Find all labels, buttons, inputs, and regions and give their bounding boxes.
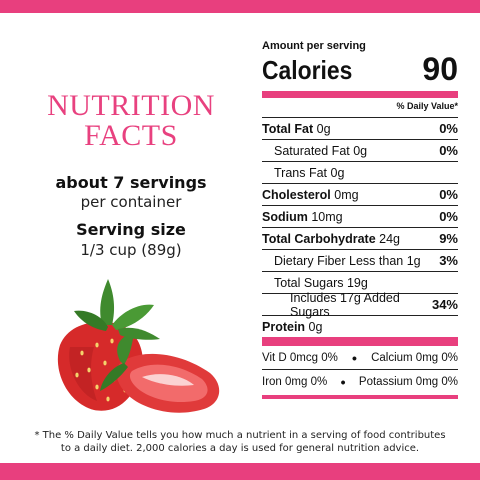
nutrient-amount: 19g [346, 275, 368, 290]
calories-label: Calories [262, 55, 353, 85]
nutrient-pct: 0% [439, 187, 458, 202]
nutrient-row-added-sugars: Includes 17g Added Sugars 34% [262, 290, 458, 319]
nutrient-label: Protein [262, 319, 306, 334]
nutrient-label: Sodium [262, 209, 308, 224]
mineral-row-2: Iron 0mg 0% • Potassium 0mg 0% [262, 370, 458, 393]
nutrient-row-dietary-fiber: Dietary Fiber Less than 1g 3% [262, 250, 458, 272]
nutrient-label: Total Sugars [274, 275, 344, 290]
nutrient-pct: 3% [439, 253, 458, 268]
servings-count: about 7 servings [55, 173, 207, 192]
nutrient-pct: 9% [439, 231, 458, 246]
bottom-divider [262, 395, 458, 399]
nutrient-row-total-carbohydrate: Total Carbohydrate 24g 9% [262, 228, 458, 250]
nutrient-amount: 24g [379, 231, 401, 246]
calories-row: Calories 90 [262, 53, 458, 85]
nutrient-label: Total Fat [262, 121, 314, 136]
bullet: • [352, 349, 357, 366]
nutrient-row-cholesterol: Cholesterol 0mg 0% [262, 184, 458, 206]
nutrient-label: Saturated Fat [274, 143, 350, 158]
title-line-1: NUTRITION [47, 89, 215, 122]
nutrient-amount: 1g [406, 253, 421, 268]
iron: Iron 0mg 0% [262, 375, 328, 388]
vitamin-d: Vit D 0mcg 0% [262, 351, 338, 364]
footnote-line-2: to a daily diet. 2,000 calories a day is… [60, 443, 420, 454]
amount-per-serving: Amount per serving [262, 40, 366, 52]
nutrient-amount: 10mg [311, 209, 343, 224]
nutrient-amount: 0g [353, 143, 368, 158]
nutrient-amount: 0g [316, 121, 331, 136]
nutrient-amount: 0mg [334, 187, 359, 202]
nutrient-pct: 0% [439, 121, 458, 136]
nutrient-amount: 0g [308, 319, 323, 334]
nutrient-label: Dietary Fiber Less than [274, 253, 404, 268]
nutrient-row-protein: Protein 0g [262, 316, 458, 337]
thick-divider [262, 91, 458, 98]
nutrient-row-total-fat: Total Fat 0g 0% [262, 118, 458, 140]
footnote: * The % Daily Value tells you how much a… [0, 429, 480, 455]
title-line-2: FACTS [84, 119, 178, 152]
mid-divider [262, 337, 458, 346]
nutrient-row-trans-fat: Trans Fat 0g [262, 162, 458, 184]
nutrient-label: Cholesterol [262, 187, 331, 202]
serving-size-value: 1/3 cup (89g) [80, 241, 182, 259]
nutrient-row-saturated-fat: Saturated Fat 0g 0% [262, 140, 458, 162]
bullet: • [340, 373, 346, 390]
nutrient-row-sodium: Sodium 10mg 0% [262, 206, 458, 228]
nutrient-label: Total Carbohydrate [262, 231, 376, 246]
nutrient-label: Trans Fat [274, 165, 328, 180]
potassium: Potassium 0mg 0% [358, 375, 458, 388]
daily-value-header: % Daily Value* [262, 98, 458, 118]
nutrient-pct: 0% [439, 209, 458, 224]
mineral-row-1: Vit D 0mcg 0% • Calcium 0mg 0% [262, 346, 458, 370]
nutrition-facts-panel: Amount per serving Calories 90 % Daily V… [262, 40, 458, 399]
nutrient-pct: 0% [439, 143, 458, 158]
serving-size-label: Serving size [76, 220, 186, 239]
calcium: Calcium 0mg 0% [371, 351, 458, 364]
strawberry-illustration [57, 279, 220, 413]
calories-value: 90 [422, 51, 458, 87]
top-accent-bar [0, 0, 480, 13]
nutrient-label: Includes 17g Added Sugars [290, 290, 400, 319]
footnote-line-1: * The % Daily Value tells you how much a… [34, 430, 446, 441]
nutrient-pct: 34% [431, 297, 458, 312]
nutrient-amount: 0g [330, 165, 345, 180]
bottom-accent-bar [0, 463, 480, 480]
per-container: per container [80, 193, 182, 211]
nutrient-row-total-sugars: Total Sugars 19g [262, 272, 458, 294]
